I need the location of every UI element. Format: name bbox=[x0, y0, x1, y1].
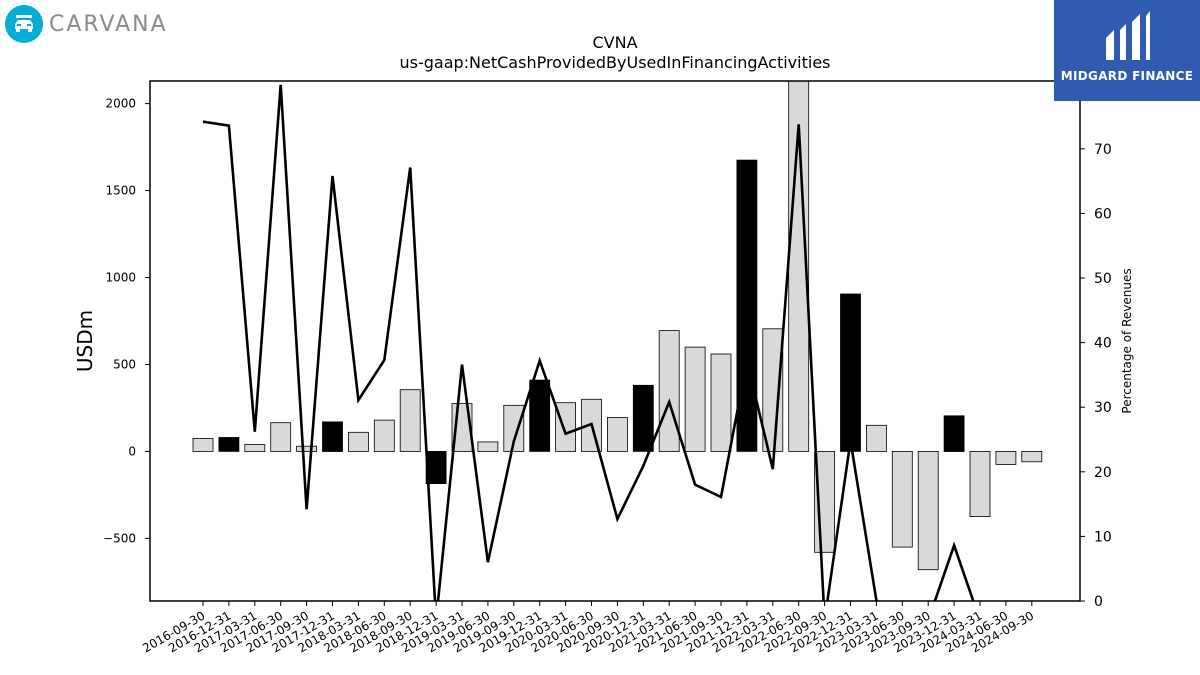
x-axis-ticks: 2016-09-302016-12-312017-03-312017-06-30… bbox=[140, 601, 1036, 655]
bar-2019-06-30 bbox=[477, 441, 499, 452]
bar-2017-03-31 bbox=[244, 444, 266, 452]
bar-2023-12-31 bbox=[943, 415, 965, 452]
y2-tick-label: 70 bbox=[1094, 142, 1112, 158]
y2-tick-label: 10 bbox=[1094, 529, 1112, 545]
bar-2023-03-31 bbox=[866, 424, 887, 452]
bar-2018-06-30 bbox=[373, 419, 395, 452]
y2-tick-label: 50 bbox=[1094, 271, 1112, 287]
plot-frame bbox=[149, 80, 1081, 602]
revenue-percentage-line bbox=[202, 84, 975, 601]
y-tick-label: 2000 bbox=[105, 97, 136, 111]
bar-2023-06-30 bbox=[891, 450, 913, 548]
bar-2021-09-30 bbox=[710, 353, 732, 452]
bar-2021-06-30 bbox=[684, 346, 706, 452]
bar-2021-03-31 bbox=[658, 330, 680, 452]
y-axis-label: USDm bbox=[73, 310, 97, 372]
bar-2024-09-30 bbox=[1021, 450, 1043, 463]
y-tick-label: 500 bbox=[113, 357, 136, 371]
midgard-finance-badge: MIDGARD FINANCE bbox=[1054, 0, 1200, 101]
y-tick-label: 0 bbox=[128, 444, 136, 458]
midgard-logo-icon bbox=[1106, 11, 1150, 60]
bar-2017-09-30 bbox=[296, 445, 318, 452]
y-tick-label: 1500 bbox=[105, 184, 136, 198]
left-axis-ticks: −500 0 500 1000 1500 2000 bbox=[103, 97, 150, 545]
company-logo-text: CARVANA bbox=[49, 11, 168, 37]
bar-2024-03-31 bbox=[969, 450, 991, 517]
y2-tick-label: 0 bbox=[1094, 594, 1103, 610]
bar-2019-12-31 bbox=[529, 379, 551, 452]
bar-2022-03-31 bbox=[762, 328, 784, 452]
y2-tick-label: 20 bbox=[1094, 465, 1112, 481]
bar-2022-12-31 bbox=[840, 293, 861, 452]
bar-2018-03-31 bbox=[347, 431, 369, 452]
company-logo: CARVANA bbox=[5, 5, 168, 43]
bar-2016-09-30 bbox=[192, 437, 214, 452]
chart-title: CVNA bbox=[592, 33, 637, 52]
bar-2020-09-30 bbox=[607, 417, 628, 452]
y2-tick-label: 60 bbox=[1094, 206, 1112, 222]
bar-2021-12-31 bbox=[736, 159, 758, 452]
car-icon bbox=[5, 5, 43, 43]
bar-2020-03-31 bbox=[555, 402, 576, 452]
bar-2019-09-30 bbox=[503, 404, 525, 452]
bar-2024-06-30 bbox=[995, 450, 1017, 465]
badge-text: MIDGARD FINANCE bbox=[1060, 69, 1194, 83]
y2-tick-label: 40 bbox=[1094, 336, 1112, 352]
bar-2020-12-31 bbox=[632, 384, 654, 452]
y2-axis-label: Percentage of Revenues bbox=[1120, 268, 1134, 413]
y-tick-label: −500 bbox=[103, 531, 136, 545]
y-tick-label: 1000 bbox=[105, 271, 136, 285]
y2-tick-label: 30 bbox=[1094, 400, 1112, 416]
chart-subtitle: us-gaap:NetCashProvidedByUsedInFinancing… bbox=[399, 53, 830, 72]
line-layer bbox=[202, 84, 975, 601]
right-axis-ticks: 01020304050607080 bbox=[1080, 77, 1112, 610]
bar-2018-09-30 bbox=[399, 389, 421, 452]
bar-2016-12-31 bbox=[218, 437, 240, 452]
bar-2017-06-30 bbox=[270, 422, 292, 452]
bar-2017-12-31 bbox=[322, 421, 343, 452]
bar-2023-09-30 bbox=[917, 450, 939, 571]
